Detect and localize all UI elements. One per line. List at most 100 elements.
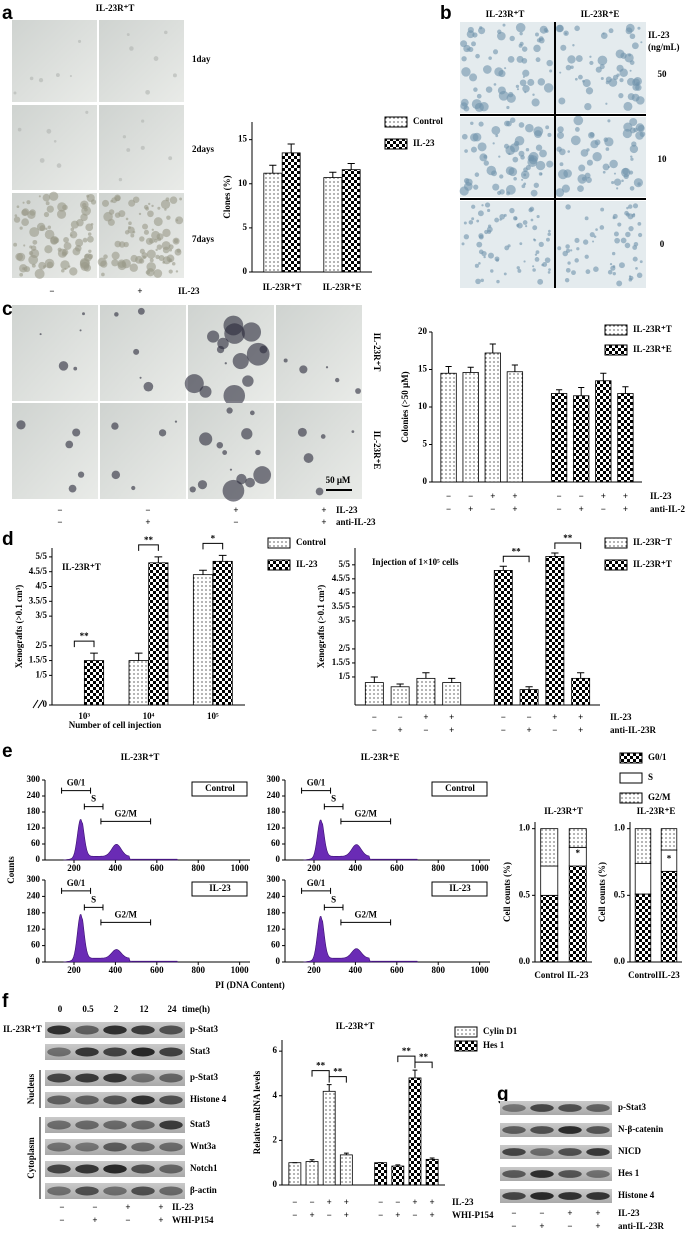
micrograph-feature [50,236,58,245]
significance-bracket [311,1070,330,1077]
micrograph-feature [488,56,492,60]
y-tick-label: 0.0 [519,956,531,966]
micrograph-feature [525,147,530,152]
micrograph-feature [223,384,246,407]
significance-label: ** [419,1052,429,1062]
micrograph-feature [506,191,511,196]
blot-band [103,1186,127,1196]
panel-letter: a [2,3,13,24]
micrograph-feature [537,78,546,86]
chart-title: IL-23R⁺E [637,806,676,816]
gate-label: G0/1 [67,878,86,888]
x-tick-label: 10⁴ [143,711,155,721]
micrograph [100,305,186,401]
panel-letter: g [497,1084,509,1105]
bar-segment [660,828,678,851]
micrograph-feature [43,211,50,218]
micrograph-feature [564,277,570,283]
histogram-shape [303,916,419,963]
condition-sign: − [490,504,495,514]
micrograph-feature [475,53,480,59]
micrograph-feature [474,102,484,112]
micrograph-feature [535,250,540,254]
micrograph-feature [76,218,84,227]
y-tick-label: 240 [27,890,41,900]
micrograph-feature [355,388,361,394]
micrograph-feature [585,269,591,275]
micrograph-feature [548,229,551,233]
micrograph-feature [577,174,588,184]
micrograph-feature [637,26,641,30]
micrograph-feature [38,261,46,270]
micrograph-feature [506,93,516,103]
micrograph-feature [624,53,634,63]
blot-band [558,1170,582,1178]
y-axis-label: Clones (%) [222,175,232,218]
micrograph-feature [543,83,554,93]
micrograph-feature [613,231,619,237]
error-bar [287,143,295,153]
micrograph-feature [84,207,88,212]
micrograph-feature [32,239,38,245]
error-bar [269,164,277,174]
micrograph-feature [153,217,163,227]
condition-sign: + [344,1197,349,1207]
micrograph-feature [216,441,224,449]
error-bar [199,569,207,575]
micrograph-feature [624,242,631,249]
micrograph-feature [532,93,535,96]
legend-label: Cylin D1 [483,1026,518,1036]
micrograph-feature [157,206,161,210]
micrograph-feature [639,260,643,264]
condition-sign: + [92,1215,97,1225]
significance-label: ** [512,546,522,556]
micrograph-feature [63,237,69,243]
legend-swatch [454,1040,478,1052]
condition-sign: + [137,286,142,296]
legend-swatch [384,116,408,128]
micrograph-feature [519,31,523,36]
legend-label: IL-23 [413,138,435,148]
y-axis-label: Colonies (>50 μM) [400,371,410,442]
micrograph-feature [28,254,39,265]
condition-sign: + [623,504,628,514]
micrograph-feature [607,269,613,275]
micrograph-feature [522,220,528,225]
micrograph-feature [207,330,220,343]
micrograph-feature [521,57,528,64]
micrograph-feature [483,160,489,166]
micrograph-feature [580,149,589,157]
micrograph-feature [629,69,632,72]
micrograph-feature [483,255,486,259]
micrograph-feature [615,49,625,59]
gate-label: G2/M [115,808,138,818]
y-tick-label: 10 [418,401,428,411]
x-tick-label: 600 [390,965,404,975]
annotation: * [667,853,672,863]
condition-sign: − [59,1202,64,1212]
micrograph-feature [111,251,120,260]
micrograph-feature [609,262,613,266]
micrograph-feature [470,146,477,153]
panel-label: IL-23 [209,883,231,893]
gate-label: G2/M [355,808,378,818]
condition-sign: − [446,491,451,501]
y-tick-label: 4.5/5 [332,573,351,583]
micrograph-feature [153,238,158,243]
micrograph [99,193,184,278]
micrograph-feature [586,159,593,166]
time-unit: time(h) [182,1004,210,1014]
micrograph-feature [631,42,639,50]
micrograph-feature [189,486,196,493]
micrograph-feature [504,67,507,70]
error-bar [429,1157,435,1160]
micrograph-feature [145,206,149,211]
micrograph-feature [57,202,67,212]
micrograph-feature [34,268,45,279]
column-label: IL-23R⁺E [581,9,620,19]
condition-sign: + [623,491,628,501]
band-label: Histone 4 [618,1190,655,1200]
micrograph-feature [516,223,520,227]
bar [595,380,612,483]
condition-sign: + [327,1197,332,1207]
